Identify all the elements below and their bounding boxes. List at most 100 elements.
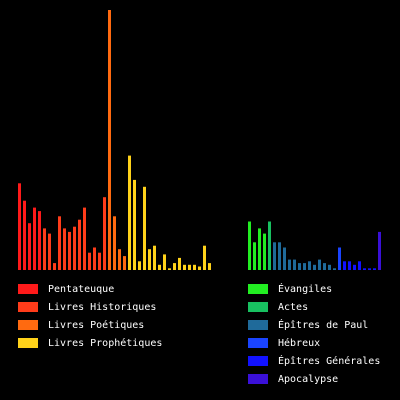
legend-label: Pentateuque [48,283,115,295]
legend-label: Hébreux [278,337,321,349]
bar [378,231,381,270]
legend-swatch [248,356,268,366]
bar [313,264,316,270]
legend-label: Livres Prophétiques [48,337,163,349]
legend-label: Épîtres Générales [278,355,381,367]
legend-item-livres-prophetiques: Livres Prophétiques [18,334,188,352]
bar [58,216,61,270]
legend-old-testament: Pentateuque Livres Historiques Livres Po… [18,280,188,352]
legend-label: Évangiles [278,283,333,295]
bar [198,266,201,270]
bar [333,268,336,270]
legend-label: Livres Historiques [48,301,157,313]
bar [253,242,256,270]
bar [63,228,66,270]
bar [188,264,191,270]
bar [348,261,351,270]
legend-label: Actes [278,301,309,313]
bar [103,197,106,270]
bar [138,261,141,270]
bar [303,263,306,270]
legend-swatch [18,338,38,348]
bars-group [18,10,381,270]
legend-swatch [18,302,38,312]
bar [368,268,371,270]
bar [358,261,361,270]
legend-label: Épîtres de Paul [278,319,369,331]
bar [373,268,376,270]
legend-item-apocalypse: Apocalypse [248,370,398,388]
bar [148,249,151,270]
bar [168,268,171,270]
bar [33,207,36,270]
bar [258,228,261,270]
bar [308,261,311,270]
bar [53,263,56,270]
legend-item-livres-poetiques: Livres Poétiques [18,316,188,334]
bar [183,264,186,270]
legend-swatch [18,284,38,294]
legend-swatch [248,284,268,294]
bar [268,221,271,270]
bar [98,252,101,270]
legend-item-evangiles: Évangiles [248,280,398,298]
bar [318,259,321,270]
bar [143,186,146,270]
bar [208,263,211,270]
bar [153,245,156,270]
bar [133,179,136,270]
bar [163,254,166,270]
bar [118,249,121,270]
bar [123,256,126,270]
legend-swatch [18,320,38,330]
bar [193,264,196,270]
legend-item-livres-historiques: Livres Historiques [18,298,188,316]
legend-item-hebreux: Hébreux [248,334,398,352]
legend-swatch [248,374,268,384]
bar [73,226,76,270]
bar [338,247,341,270]
bar [28,223,31,270]
bar [48,233,51,270]
bar [88,252,91,270]
bar [178,257,181,270]
bar [23,200,26,270]
bar [283,247,286,270]
legend-swatch [248,320,268,330]
legend-item-epitres-de-paul: Épîtres de Paul [248,316,398,334]
bar [353,264,356,270]
bar [203,245,206,270]
bar [108,10,111,270]
legend-item-actes: Actes [248,298,398,316]
bar [273,242,276,270]
bar [113,216,116,270]
bar [278,242,281,270]
bar [323,263,326,270]
legend-new-testament: Évangiles Actes Épîtres de Paul Hébreux … [248,280,398,388]
bar [173,263,176,270]
bar [363,268,366,270]
bar [128,155,131,270]
bar [38,211,41,270]
bar [288,259,291,270]
legend-swatch [248,302,268,312]
bar [93,247,96,270]
bar [18,183,21,270]
bar [298,263,301,270]
legend-item-pentateuque: Pentateuque [18,280,188,298]
bar [43,228,46,270]
bar [78,219,81,270]
legend-label: Livres Poétiques [48,319,145,331]
bar [328,264,331,270]
bar [248,221,251,270]
legend-label: Apocalypse [278,373,339,385]
bar [263,233,266,270]
bar [343,261,346,270]
bar [68,231,71,270]
bar [83,207,86,270]
bar [158,264,161,270]
legend-swatch [248,338,268,348]
bar [293,259,296,270]
legend-item-epitres-generales: Épîtres Générales [248,352,398,370]
